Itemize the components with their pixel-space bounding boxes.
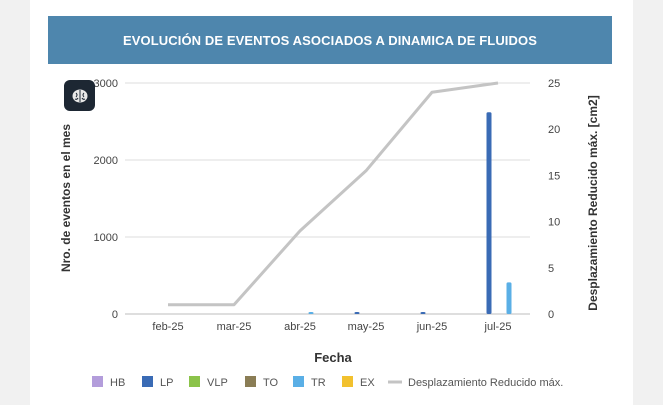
chart-title-banner: EVOLUCIÓN DE EVENTOS ASOCIADOS A DINAMIC… bbox=[48, 16, 612, 64]
x-tick-label: jul-25 bbox=[484, 321, 512, 333]
legend-swatch-hb bbox=[92, 376, 103, 387]
legend-label: LP bbox=[160, 377, 173, 389]
legend-swatch-ex bbox=[342, 376, 353, 387]
legend-swatch-tr bbox=[293, 376, 304, 387]
y-tick-label: 1000 bbox=[94, 232, 118, 244]
y2-tick-label: 0 bbox=[548, 309, 554, 321]
bar-lp bbox=[354, 312, 360, 314]
legend-swatch-vlp bbox=[189, 376, 200, 387]
bar-tr bbox=[506, 282, 512, 314]
legend-label: TO bbox=[263, 377, 279, 389]
y-tick-label: 3000 bbox=[94, 78, 118, 90]
x-tick-label: mar-25 bbox=[217, 321, 252, 333]
x-tick-label: feb-25 bbox=[152, 321, 183, 333]
y2-tick-label: 10 bbox=[548, 217, 560, 229]
legend-label: VLP bbox=[207, 377, 228, 389]
x-tick-label: abr-25 bbox=[284, 321, 316, 333]
y-tick-label: 2000 bbox=[94, 155, 118, 167]
bar-lp bbox=[420, 312, 426, 314]
x-tick-label: may-25 bbox=[348, 321, 385, 333]
x-tick-label: jun-25 bbox=[416, 321, 448, 333]
brain-icon bbox=[72, 89, 87, 102]
y-tick-label: 0 bbox=[112, 309, 118, 321]
bar-lp bbox=[486, 112, 492, 314]
y2-tick-label: 15 bbox=[548, 170, 560, 182]
y2-tick-label: 20 bbox=[548, 124, 560, 136]
bar-tr bbox=[308, 312, 314, 314]
legend-label: HB bbox=[110, 377, 125, 389]
legend-swatch-lp bbox=[142, 376, 153, 387]
brain-app-icon[interactable] bbox=[64, 80, 95, 111]
legend-label: EX bbox=[360, 377, 375, 389]
legend-swatch-to bbox=[245, 376, 256, 387]
y2-tick-label: 25 bbox=[548, 78, 560, 90]
legend-label: Desplazamiento Reducido máx. bbox=[408, 377, 563, 389]
y2-axis-title: Desplazamiento Reducido máx. [cm2] bbox=[586, 95, 600, 310]
legend-label: TR bbox=[311, 377, 326, 389]
x-axis-title: Fecha bbox=[314, 350, 352, 365]
y2-tick-label: 5 bbox=[548, 263, 554, 275]
chart-title: EVOLUCIÓN DE EVENTOS ASOCIADOS A DINAMIC… bbox=[122, 32, 537, 48]
line-desplazamiento bbox=[168, 81, 499, 307]
y-axis-title: Nro. de eventos en el mes bbox=[59, 124, 73, 272]
